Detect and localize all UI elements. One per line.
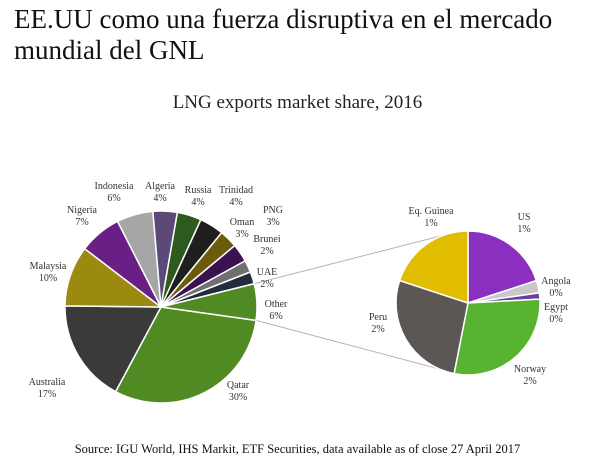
breakout-connectors	[254, 230, 463, 376]
breakout-slice-eq-guinea	[398, 230, 469, 305]
source-note: Source: IGU World, IHS Markit, ETF Secur…	[74, 442, 521, 456]
breakout-label-norway: Norway 2%	[514, 364, 546, 387]
label-nigeria: Nigeria 7%	[67, 205, 98, 228]
breakout-label-eq-guinea: Eq. Guinea 1%	[409, 206, 455, 229]
label-australia: Australia 17%	[29, 377, 66, 400]
breakout-label-egypt: Egypt 0%	[544, 302, 568, 325]
label-algeria: Algeria 4%	[145, 181, 176, 204]
label-other: Other 6%	[265, 299, 288, 322]
label-russia: Russia 4%	[185, 185, 212, 208]
slice-other	[160, 282, 258, 322]
slice-qatar	[114, 306, 257, 404]
label-indonesia: Indonesia 6%	[95, 181, 134, 204]
connector-line-top	[254, 230, 461, 285]
breakout-label-us: US 1%	[517, 212, 530, 235]
label-uae: UAE 2%	[257, 267, 278, 290]
chart-title: EE.UU como una fuerza disruptiva en el m…	[14, 4, 553, 65]
label-malaysia: Malaysia 10%	[30, 261, 67, 284]
label-oman: Oman 3%	[230, 217, 254, 240]
label-qatar: Qatar 30%	[227, 380, 250, 403]
breakout-slice-peru	[395, 279, 469, 375]
breakout-label-angola: Angola 0%	[541, 276, 571, 299]
slice-australia	[64, 305, 163, 393]
label-brunei: Brunei 2%	[253, 234, 280, 257]
breakout-label-peru: Peru 2%	[369, 312, 387, 335]
label-png: PNG 3%	[263, 205, 283, 228]
label-trinidad: Trinidad 4%	[219, 185, 253, 208]
slice-labels: Qatar 30% Australia 17% Malaysia 10% Nigeria 7%…	[29, 181, 572, 403]
main-pie	[64, 210, 258, 404]
breakout-pie	[395, 230, 541, 376]
breakout-slice-norway	[453, 298, 541, 376]
breakout-slice-us	[467, 230, 538, 305]
chart-subtitle: LNG exports market share, 2016	[172, 92, 423, 113]
connector-line-bottom	[255, 319, 463, 376]
